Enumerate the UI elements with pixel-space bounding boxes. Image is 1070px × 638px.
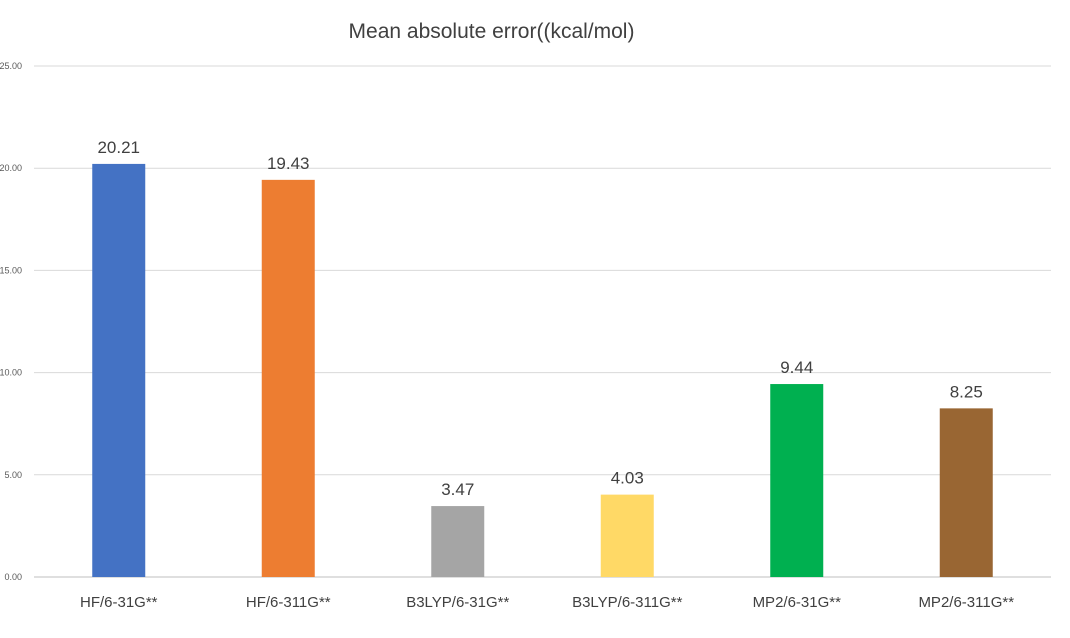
- data-label: 3.47: [441, 480, 474, 499]
- bar: [92, 163, 146, 577]
- y-tick-label: 20.00: [0, 163, 22, 173]
- bar: [600, 494, 654, 577]
- data-label: 9.44: [780, 358, 813, 377]
- y-tick-label: 5.00: [4, 470, 22, 480]
- x-tick-label: B3LYP/6-31G**: [406, 594, 509, 611]
- chart-title: Mean absolute error((kcal/mol): [348, 20, 635, 43]
- data-label: 8.25: [950, 382, 983, 401]
- x-tick-label: HF/6-31G**: [80, 594, 158, 611]
- x-tick-label: B3LYP/6-311G**: [572, 594, 683, 611]
- data-label: 4.03: [611, 469, 644, 488]
- x-tick-label: MP2/6-31G**: [753, 594, 842, 611]
- bar: [261, 179, 315, 577]
- data-label: 20.21: [97, 138, 140, 157]
- x-tick-label: MP2/6-311G**: [918, 594, 1014, 611]
- y-tick-label: 25.00: [0, 61, 22, 71]
- bar: [431, 506, 485, 577]
- x-tick-label: HF/6-311G**: [246, 594, 331, 611]
- y-tick-label: 15.00: [0, 265, 22, 275]
- y-tick-label: 10.00: [0, 368, 22, 378]
- data-label: 19.43: [267, 154, 310, 173]
- y-tick-label: 0.00: [4, 572, 22, 582]
- bar: [770, 384, 824, 577]
- bar: [939, 408, 993, 577]
